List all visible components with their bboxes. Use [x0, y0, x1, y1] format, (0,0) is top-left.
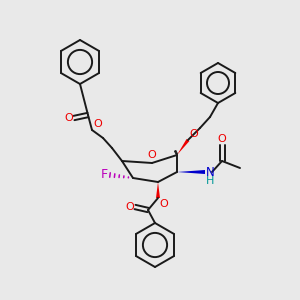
Text: N: N — [206, 166, 215, 178]
Text: O: O — [159, 199, 168, 209]
Polygon shape — [156, 182, 160, 198]
Text: O: O — [64, 113, 73, 123]
Text: H: H — [206, 176, 214, 186]
Text: O: O — [93, 119, 102, 129]
Text: O: O — [189, 129, 198, 139]
Polygon shape — [177, 170, 205, 174]
Polygon shape — [177, 139, 189, 155]
Text: F: F — [101, 169, 108, 182]
Text: O: O — [148, 151, 156, 160]
Text: O: O — [218, 134, 226, 144]
Text: O: O — [125, 202, 134, 212]
